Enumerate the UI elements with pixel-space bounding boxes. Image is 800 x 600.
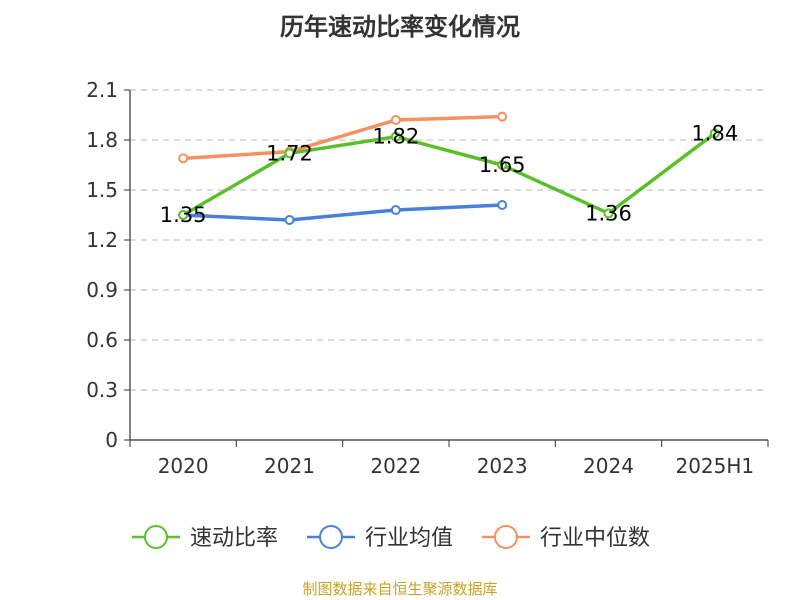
series-line-2 <box>181 203 504 222</box>
data-label: 1.35 <box>160 203 207 227</box>
y-tick-label: 0.9 <box>86 278 118 302</box>
legend-marker <box>319 525 343 549</box>
data-label: 1.65 <box>479 153 526 177</box>
y-tick-label: 0.6 <box>86 328 118 352</box>
y-tick-label: 0 <box>105 428 118 452</box>
legend-item-2[interactable]: 行业均值 <box>307 525 453 551</box>
y-tick-label: 1.8 <box>86 128 118 152</box>
y-tick-label: 2.1 <box>86 78 118 102</box>
grid-lines <box>130 89 768 391</box>
data-label: 1.72 <box>266 141 313 165</box>
series-line-3 <box>181 114 504 161</box>
legend[interactable]: 速动比率 行业均值 行业中位数 <box>132 525 650 551</box>
data-point <box>709 128 720 139</box>
data-point <box>497 160 508 170</box>
source-note: 制图数据来自恒生聚源数据库 <box>302 580 497 598</box>
data-point <box>390 131 401 142</box>
chart-title: 历年速动比率变化情况 <box>280 13 520 41</box>
x-tick-label: 2021 <box>264 454 315 478</box>
data-point <box>178 210 189 220</box>
x-tick-label: 2024 <box>583 454 634 478</box>
legend-label: 速动比率 <box>190 526 278 551</box>
series-lines <box>178 111 720 225</box>
x-tick-label: 2020 <box>158 454 209 478</box>
legend-item-3[interactable]: 行业中位数 <box>482 525 650 551</box>
legend-item-1[interactable]: 速动比率 <box>132 525 278 551</box>
y-tick-label: 0.3 <box>86 378 118 402</box>
x-tick-label: 2022 <box>370 454 421 478</box>
series-line-1 <box>181 131 717 217</box>
data-point <box>497 200 508 210</box>
data-point <box>497 111 508 122</box>
data-label: 1.82 <box>372 125 419 149</box>
x-tick-label: 2023 <box>477 454 528 478</box>
data-point <box>603 208 614 219</box>
data-point <box>284 215 295 225</box>
data-labels: 1.35 1.72 1.82 1.65 1.36 1.84 <box>160 121 738 227</box>
y-tick-label: 1.5 <box>86 178 118 202</box>
legend-marker <box>144 525 168 549</box>
data-label: 1.84 <box>691 121 738 145</box>
data-point <box>178 153 189 164</box>
data-point <box>390 205 401 215</box>
legend-label: 行业均值 <box>365 526 453 551</box>
y-tick-label: 1.2 <box>86 228 118 252</box>
legend-label: 行业中位数 <box>540 526 650 551</box>
x-tick-label: 2025H1 <box>675 454 754 478</box>
data-label: 1.36 <box>585 201 632 225</box>
data-point <box>284 148 295 159</box>
legend-marker <box>494 525 518 549</box>
data-point <box>390 115 401 125</box>
axes: 0 0.3 0.6 0.9 1.2 1.5 1.8 2.1 2020 2021 2022 2023 20… <box>86 78 769 478</box>
